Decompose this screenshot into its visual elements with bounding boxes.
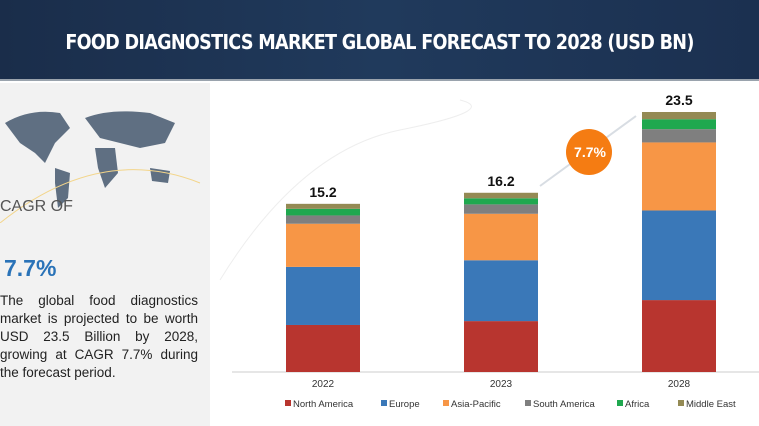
world-map-icon bbox=[0, 111, 201, 223]
cagr-label: CAGR OF bbox=[0, 198, 73, 215]
legend-swatch-europe bbox=[381, 400, 387, 406]
cagr-badge bbox=[566, 129, 612, 175]
legend-swatch-north-america bbox=[285, 400, 291, 406]
bar-segment-2028-africa bbox=[642, 119, 716, 130]
bar-segment-2022-north-america bbox=[286, 324, 360, 372]
bar-segment-2022-asia-pacific bbox=[286, 223, 360, 267]
legend-swatch-middle-east bbox=[678, 400, 684, 406]
x-tick-label-2028: 2028 bbox=[668, 379, 691, 390]
bar-segment-2022-middle-east bbox=[286, 203, 360, 209]
bar-segment-2022-south-america bbox=[286, 215, 360, 224]
legend-swatch-africa bbox=[617, 400, 623, 406]
bar-segment-2023-south-america bbox=[464, 204, 538, 214]
cagr-value: 7.7% bbox=[4, 255, 57, 281]
decorative-curve bbox=[219, 99, 472, 281]
bar-segment-2023-asia-pacific bbox=[464, 213, 538, 261]
total-label-2023: 16.2 bbox=[487, 173, 514, 189]
bar-segment-2028-south-america bbox=[642, 129, 716, 143]
cagr-badge-label: 7.7% bbox=[574, 144, 606, 160]
legend-swatch-asia-pacific bbox=[443, 400, 449, 406]
legend-label-south-america: South America bbox=[533, 399, 595, 410]
bar-segment-2028-europe bbox=[642, 210, 716, 301]
bar-segment-2028-middle-east bbox=[642, 112, 716, 120]
bar-segment-2023-africa bbox=[464, 198, 538, 205]
bar-segment-2023-north-america bbox=[464, 321, 538, 372]
market-description: The global food diagnostics market is pr… bbox=[0, 293, 198, 380]
legend-label-africa: Africa bbox=[625, 399, 650, 410]
legend-label-europe: Europe bbox=[389, 399, 420, 410]
bar-segment-2028-north-america bbox=[642, 300, 716, 372]
bar-segment-2022-europe bbox=[286, 266, 360, 325]
legend-swatch-south-america bbox=[525, 400, 531, 406]
total-label-2028: 23.5 bbox=[665, 92, 692, 108]
header-banner: FOOD DIAGNOSTICS MARKET GLOBAL FORECAST … bbox=[0, 0, 759, 81]
total-label-2022: 15.2 bbox=[309, 184, 336, 200]
bar-segment-2022-africa bbox=[286, 208, 360, 216]
bar-segment-2023-europe bbox=[464, 260, 538, 322]
summary-panel: CAGR OF 7.7% The global food diagnostics… bbox=[0, 83, 210, 426]
legend-label-middle-east: Middle East bbox=[686, 399, 736, 410]
x-tick-label-2023: 2023 bbox=[490, 379, 513, 390]
page-title: FOOD DIAGNOSTICS MARKET GLOBAL FORECAST … bbox=[65, 30, 694, 54]
x-tick-label-2022: 2022 bbox=[312, 379, 335, 390]
bar-segment-2023-middle-east bbox=[464, 192, 538, 199]
legend-label-asia-pacific: Asia-Pacific bbox=[451, 399, 501, 410]
legend-label-north-america: North America bbox=[293, 399, 354, 410]
bar-segment-2028-asia-pacific bbox=[642, 142, 716, 211]
